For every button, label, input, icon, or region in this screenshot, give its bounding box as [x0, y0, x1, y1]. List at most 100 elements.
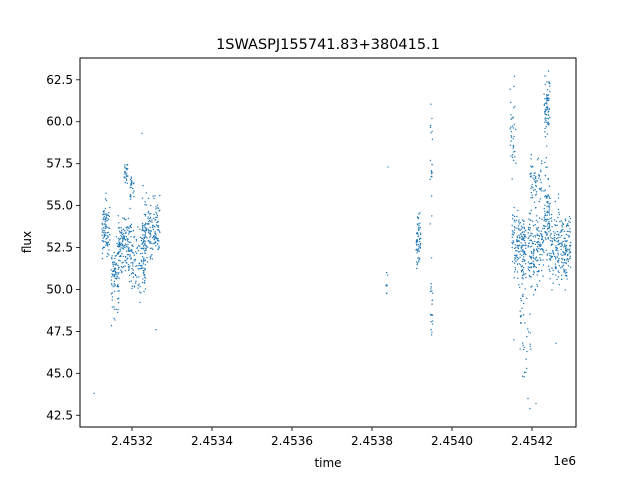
data-point: [529, 275, 531, 278]
data-point: [511, 224, 513, 227]
data-point: [557, 250, 559, 252]
data-point: [567, 258, 569, 261]
data-point: [543, 93, 545, 95]
data-point: [107, 218, 110, 220]
data-point: [102, 217, 105, 219]
data-point: [569, 266, 572, 268]
data-point: [156, 204, 159, 206]
data-point: [385, 284, 387, 286]
data-point: [558, 259, 560, 262]
data-point: [528, 255, 531, 257]
data-point: [524, 288, 526, 290]
data-point: [557, 276, 560, 278]
data-point: [515, 246, 517, 249]
data-point: [130, 235, 132, 238]
data-point: [569, 257, 571, 259]
data-point: [123, 237, 125, 240]
data-point: [544, 189, 547, 191]
plot-frame: [79, 57, 577, 428]
data-point: [111, 306, 113, 308]
data-point: [555, 266, 557, 269]
data-point: [119, 238, 121, 241]
data-point: [512, 144, 515, 147]
data-point: [143, 258, 145, 260]
data-point: [542, 248, 544, 251]
data-point: [126, 229, 128, 231]
data-point: [555, 245, 557, 247]
data-point: [124, 265, 126, 267]
data-point: [562, 223, 565, 225]
data-point: [417, 222, 419, 225]
data-point: [155, 206, 157, 208]
data-point: [150, 255, 152, 257]
data-point: [521, 265, 524, 267]
data-point: [546, 106, 548, 109]
data-point: [133, 182, 135, 184]
data-point: [544, 121, 546, 123]
data-point: [144, 252, 146, 254]
data-point: [104, 220, 107, 223]
data-point: [525, 371, 527, 374]
data-point: [124, 164, 126, 166]
data-point: [513, 206, 515, 209]
data-point: [431, 299, 433, 301]
data-point: [117, 273, 120, 275]
data-point: [513, 226, 516, 228]
data-point: [144, 201, 146, 203]
data-point: [145, 249, 147, 252]
data-point: [117, 251, 119, 254]
data-point: [130, 176, 132, 178]
data-point: [510, 155, 512, 157]
data-point: [546, 121, 548, 124]
data-point: [533, 252, 535, 255]
data-point: [134, 260, 136, 262]
data-point: [131, 285, 133, 288]
data-point: [567, 248, 569, 250]
data-point: [430, 321, 432, 323]
data-point: [546, 225, 548, 227]
data-point: [517, 247, 520, 250]
data-point: [136, 247, 138, 250]
data-point: [144, 240, 146, 242]
data-point: [529, 332, 531, 334]
data-point: [159, 194, 161, 197]
data-point: [129, 241, 132, 243]
data-point: [102, 246, 105, 248]
data-point: [385, 271, 388, 274]
data-point: [530, 154, 533, 156]
data-point: [546, 214, 549, 216]
data-point: [132, 263, 134, 265]
data-point: [560, 245, 562, 248]
data-point: [527, 261, 530, 263]
data-point: [547, 94, 550, 96]
data-point: [547, 178, 549, 181]
data-point: [102, 237, 104, 239]
data-point: [536, 249, 539, 252]
data-point: [545, 232, 548, 234]
data-point: [533, 248, 535, 250]
data-point: [548, 82, 550, 84]
data-point: [386, 284, 388, 287]
data-point: [538, 174, 540, 176]
data-point: [147, 211, 149, 214]
data-point: [138, 265, 140, 267]
data-point: [131, 287, 133, 290]
data-point: [567, 265, 570, 267]
data-point: [566, 257, 569, 260]
data-point: [513, 219, 516, 221]
data-point: [120, 269, 122, 271]
data-point: [547, 114, 550, 116]
data-point: [529, 313, 531, 315]
data-point: [129, 184, 132, 186]
data-point: [130, 280, 132, 282]
data-point: [126, 239, 129, 241]
data-point: [114, 255, 116, 257]
data-point: [430, 329, 432, 331]
data-point: [431, 331, 433, 333]
data-point: [535, 215, 538, 217]
data-point: [524, 229, 527, 232]
data-point: [153, 197, 155, 200]
data-point: [129, 207, 131, 210]
data-point: [145, 204, 148, 206]
data-point: [118, 277, 120, 279]
